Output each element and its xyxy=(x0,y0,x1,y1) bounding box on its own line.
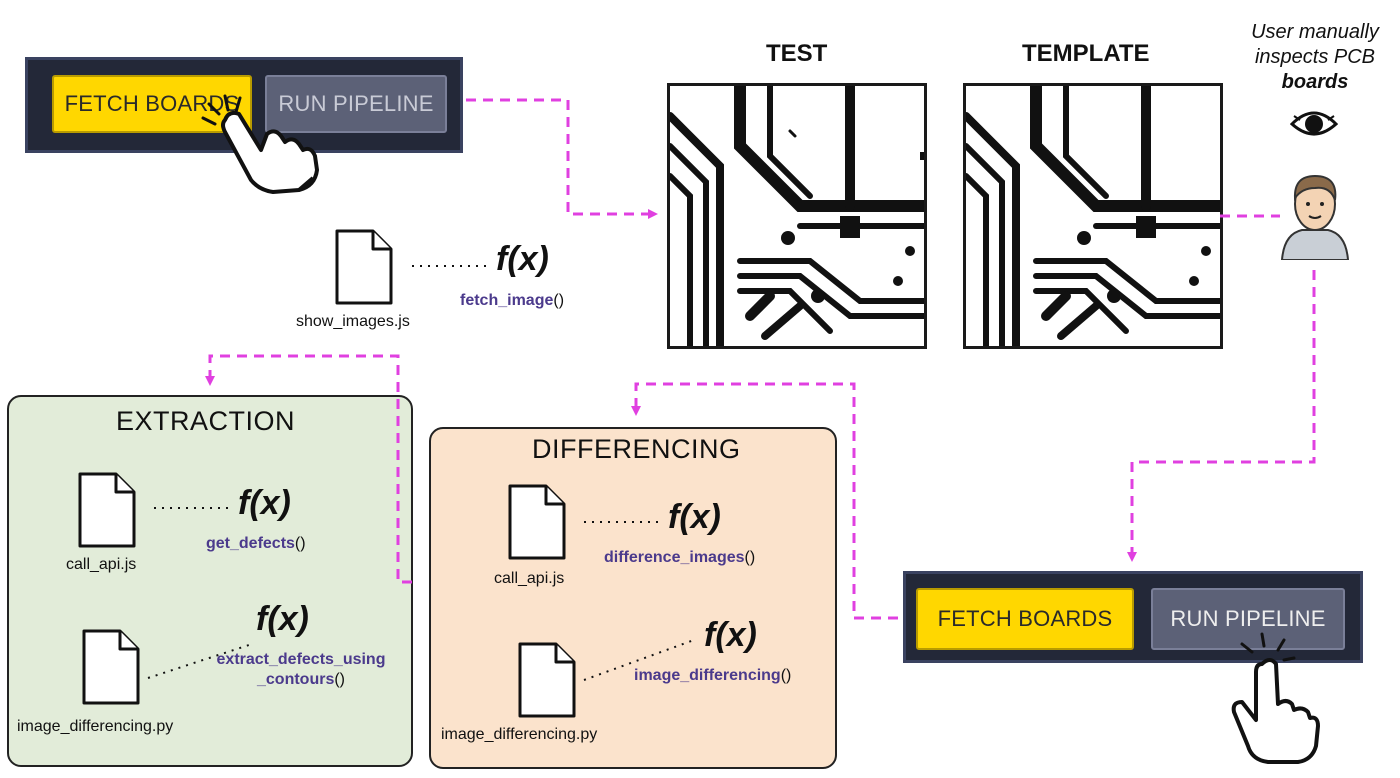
get-defects-func: get_defects() xyxy=(206,535,306,552)
arrow-run-to-differencing xyxy=(631,382,898,620)
file-icon xyxy=(508,484,566,560)
run-pipeline-button-top[interactable]: RUN PIPELINE xyxy=(265,75,447,133)
arrow-fetch-to-test xyxy=(466,98,658,219)
test-board-title: TEST xyxy=(766,40,828,67)
dotted-extraction-2 xyxy=(147,643,253,679)
user-note-line1: User manually xyxy=(1251,21,1379,43)
extraction-group xyxy=(7,395,413,767)
template-board-title: TEMPLATE xyxy=(1022,40,1150,67)
show-images-fx: f(x) xyxy=(496,240,549,278)
extract-defects-func: extract_defects_using _contours() xyxy=(196,650,406,690)
file-icon xyxy=(82,629,140,705)
eye-icon xyxy=(1290,111,1338,136)
differencing-title: DIFFERENCING xyxy=(532,434,741,464)
user-note-line2: inspects PCB xyxy=(1254,46,1376,68)
differencing-fx1: f(x) xyxy=(668,498,721,536)
dotted-differencing-2 xyxy=(583,639,695,681)
template-board-image xyxy=(963,83,1223,349)
arrow-differencing-to-extraction xyxy=(205,354,412,584)
extraction-fx1: f(x) xyxy=(238,484,291,522)
run-pipeline-button-bottom[interactable]: RUN PIPELINE xyxy=(1151,588,1345,650)
user-note: User manually inspects PCB boards xyxy=(1230,20,1400,95)
extract-defects-func-line1: extract_defects_using xyxy=(216,651,386,668)
extraction-file2-label: image_differencing.py xyxy=(17,718,174,735)
extract-defects-func-line2: _contours xyxy=(257,671,335,688)
differencing-file1-label: call_api.js xyxy=(494,570,565,587)
fetch-image-func: fetch_image() xyxy=(460,292,565,309)
user-note-line3: boards xyxy=(1281,71,1349,93)
extraction-fx2: f(x) xyxy=(256,600,309,638)
fetch-boards-button-bottom[interactable]: FETCH BOARDS xyxy=(916,588,1134,650)
file-icon xyxy=(518,642,576,718)
differencing-fx2: f(x) xyxy=(704,616,757,654)
bottom-toolbar: FETCH BOARDS RUN PIPELINE xyxy=(903,571,1363,663)
test-board-image xyxy=(667,83,927,349)
show-images-file-label: show_images.js xyxy=(296,313,410,330)
file-icon xyxy=(78,472,136,548)
extraction-file1-label: call_api.js xyxy=(66,556,137,573)
pointing-hand-icon xyxy=(1231,632,1320,764)
arrow-user-to-run xyxy=(1127,270,1316,562)
pointing-hand-icon xyxy=(201,94,319,194)
difference-images-func: difference_images() xyxy=(604,549,756,566)
file-icon xyxy=(335,229,393,305)
extraction-title: EXTRACTION xyxy=(116,406,296,436)
image-differencing-func: image_differencing() xyxy=(634,667,792,684)
user-avatar-icon xyxy=(1280,174,1350,260)
differencing-group xyxy=(429,427,837,769)
differencing-file2-label: image_differencing.py xyxy=(441,726,598,743)
